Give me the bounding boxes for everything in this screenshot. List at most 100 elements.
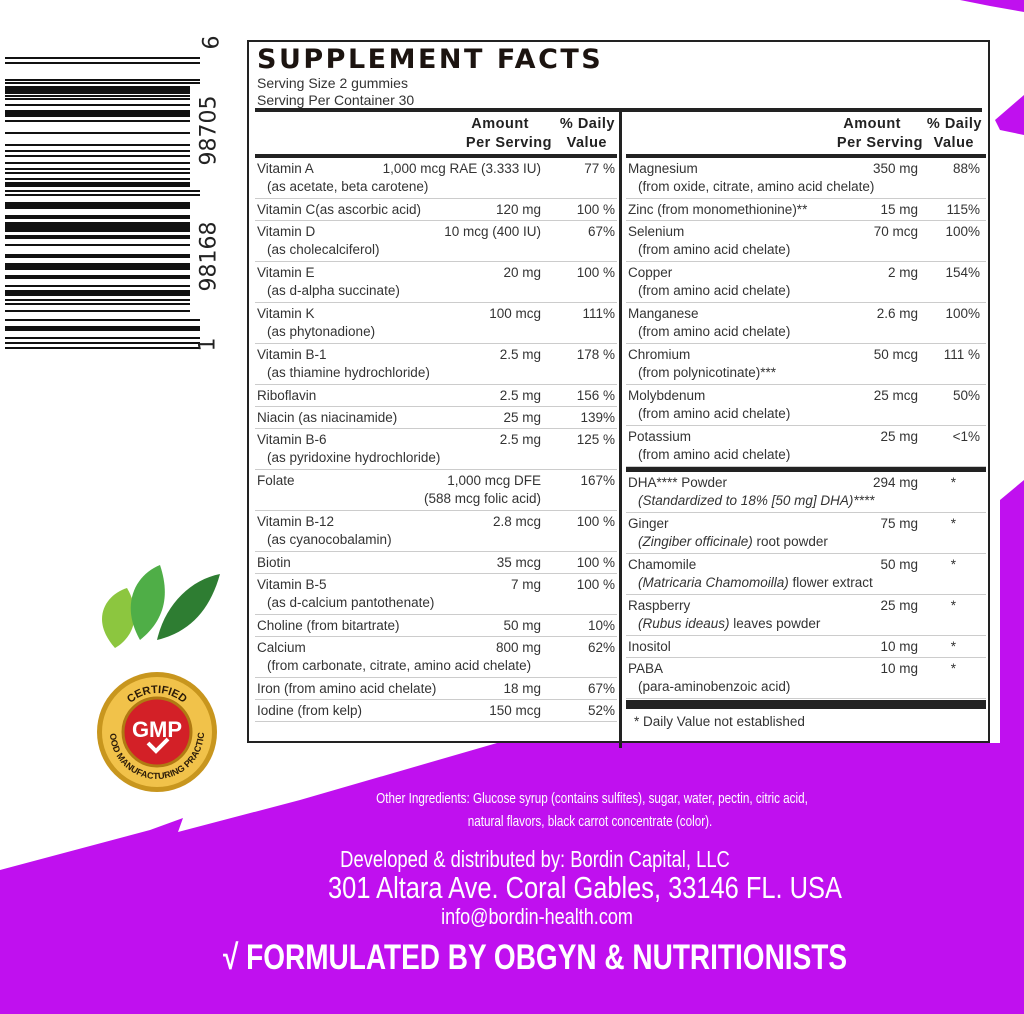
nutrient-name: Vitamin B-1 <box>257 347 327 362</box>
nutrient-row: Vitamin D 10 mcg (400 IU) 67% (as cholecalc… <box>255 221 617 262</box>
nutrient-row: Potassium 25 mg <1% (from amino acid chelat… <box>626 426 986 467</box>
divider <box>626 700 986 709</box>
nutrient-amount: 350 mg <box>872 161 918 176</box>
nutrient-amount: 35 mcg <box>496 555 541 570</box>
daily-value: 167% <box>580 473 615 488</box>
nutrient-name: Selenium <box>628 224 685 239</box>
nutrient-source: (from amino acid chelate) <box>638 324 790 339</box>
nutrient-amount: 1,000 mcg RAE (3.333 IU) <box>382 161 541 176</box>
barcode-bar <box>5 150 190 152</box>
barcode-bar <box>5 120 190 122</box>
nutrient-source-text: (as cyanocobalamin) <box>267 532 392 547</box>
purple-swoosh-top <box>960 0 1024 12</box>
nutrient-row: Biotin 35 mcg 100 % <box>255 552 617 574</box>
barcode-digit: 98168 <box>196 221 222 292</box>
nutrient-amount: 1,000 mcg DFE <box>447 473 541 488</box>
nutrient-source-text: (from oxide, citrate, amino acid chelate… <box>638 179 875 194</box>
nutrient-source: (Rubus ideaus) leaves powder <box>638 616 820 631</box>
daily-value: 100 % <box>576 202 615 217</box>
nutrient-source-text: (from amino acid chelate) <box>638 324 791 339</box>
daily-value: * <box>950 557 956 572</box>
barcode-bar <box>5 254 190 258</box>
barcode-bar <box>5 326 200 331</box>
amount-header: Per Serving <box>465 135 552 151</box>
daily-value: 125 % <box>576 432 615 447</box>
barcode-bar <box>5 222 190 232</box>
column-header: Amount Per Serving % Daily Value <box>255 112 617 158</box>
barcode-bar <box>5 182 190 187</box>
nutrient-amount: 2 mg <box>887 265 918 280</box>
nutrient-source: (from amino acid chelate) <box>638 447 790 462</box>
nutrient-row: Vitamin A 1,000 mcg RAE (3.333 IU) 77 % (as… <box>255 158 617 199</box>
nutrient-source-text: root powder <box>752 534 828 549</box>
barcode-bar <box>5 162 190 164</box>
nutrient-source: (from amino acid chelate) <box>638 406 790 421</box>
other-ingredients: Other Ingredients: Glucose syrup (contai… <box>376 790 808 807</box>
barcode-bar <box>5 235 190 239</box>
daily-value: * <box>950 516 956 531</box>
nutrient-source: (as cholecalciferol) <box>267 242 380 257</box>
purple-wave <box>0 480 1024 1014</box>
amount-detail: (588 mcg folic acid) <box>423 491 541 506</box>
nutrient-row: Vitamin B-5 7 mg 100 % (as d-calcium pantot… <box>255 574 617 615</box>
nutrient-amount: 75 mg <box>880 516 918 531</box>
barcode-bar <box>5 303 190 305</box>
nutrient-row: Vitamin B-1 2.5 mg 178 % (as thiamine hydro… <box>255 344 617 385</box>
nutrient-row: Raspberry 25 mg * (Rubus ideaus) leaves pow… <box>626 595 986 636</box>
barcode-digit: 1 <box>195 337 221 352</box>
barcode-bar <box>5 132 190 134</box>
barcode-bar <box>5 155 190 157</box>
nutrient-amount: 18 mg <box>503 681 541 696</box>
nutrient-name: Inositol <box>628 639 671 654</box>
nutrient-source-latin: (Zingiber officinale) <box>638 534 753 549</box>
barcode-bar <box>5 215 190 219</box>
nutrient-source-text: (from amino acid chelate) <box>638 283 791 298</box>
leaves-icon <box>102 565 220 648</box>
barcode-digit: 98705 <box>196 95 222 166</box>
nutrient-row: Zinc (from monomethionine)** 15 mg 115% <box>626 199 986 221</box>
barcode-bar <box>5 168 190 170</box>
nutrient-name: Choline (from bitartrate) <box>257 618 400 633</box>
nutrient-name: Vitamin D <box>257 224 316 239</box>
nutrient-name: PABA <box>628 661 664 676</box>
divider <box>626 467 986 472</box>
nutrient-name: Copper <box>628 265 673 280</box>
daily-value: 100 % <box>576 555 615 570</box>
nutrient-source-text: (as d-calcium pantothenate) <box>267 595 435 610</box>
email: info@bordin-health.com <box>441 904 633 929</box>
daily-value: 10% <box>587 618 615 633</box>
barcode-bar <box>5 98 190 100</box>
nutrient-row: Choline (from bitartrate) 50 mg 10% <box>255 615 617 637</box>
nutrient-amount: 25 mg <box>880 598 918 613</box>
nutrient-source-latin: (Matricaria Chamomoilla) <box>638 575 789 590</box>
nutrient-row: DHA**** Powder 294 mg * (Standardized to 18… <box>626 472 986 513</box>
barcode-bar <box>5 178 190 180</box>
nutrient-source-text: (as cholecalciferol) <box>267 242 380 257</box>
nutrient-row: Manganese 2.6 mg 100% (from amino acid chel… <box>626 303 986 344</box>
nutrient-name: Biotin <box>257 555 291 570</box>
dv-header: Value <box>566 135 607 151</box>
nutrient-name: Calcium <box>257 640 306 655</box>
daily-value: 100 % <box>576 514 615 529</box>
nutrient-name: Chamomile <box>628 557 697 572</box>
nutrient-source-text: (as pyridoxine hydrochloride) <box>267 450 441 465</box>
nutrient-row: Copper 2 mg 154% (from amino acid chelate) <box>626 262 986 303</box>
formulated-by: √ FORMULATED BY OBGYN & NUTRITIONISTS <box>222 938 848 977</box>
nutrient-amount: 294 mg <box>872 475 918 490</box>
column-header: Amount Per Serving % Daily Value <box>626 112 986 158</box>
barcode-bar <box>5 275 190 279</box>
nutrient-amount: 50 mcg <box>873 347 918 362</box>
nutrient-source-text: (from carbonate, citrate, amino acid che… <box>267 658 532 673</box>
nutrient-name: Iodine (from kelp) <box>257 703 363 718</box>
nutrient-name: Manganese <box>628 306 699 321</box>
barcode-bar <box>5 57 200 59</box>
nutrient-amount: 2.5 mg <box>499 388 541 403</box>
barcode-bar <box>5 79 200 81</box>
nutrient-row: Iodine (from kelp) 150 mcg 52% <box>255 700 617 722</box>
amount-header: Amount <box>843 116 901 132</box>
panel-title: SUPPLEMENT FACTS <box>257 44 604 75</box>
barcode-bar <box>5 82 200 84</box>
nutrient-amount: 20 mg <box>503 265 541 280</box>
nutrient-amount: 25 mcg <box>873 388 918 403</box>
